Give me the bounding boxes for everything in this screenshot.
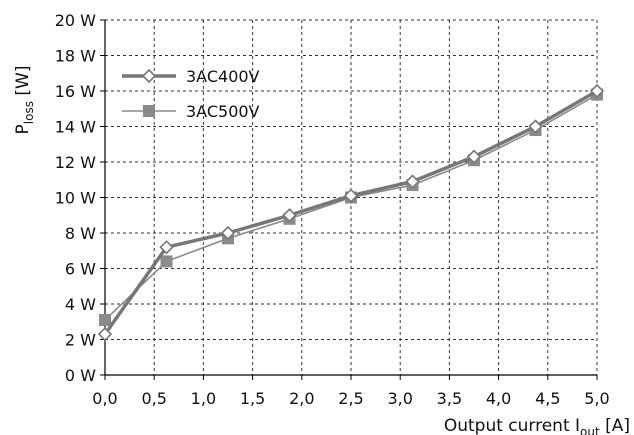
y-tick-label: 14 W <box>55 118 96 137</box>
data-point <box>99 313 111 326</box>
series-layer <box>97 83 605 342</box>
data-point <box>220 225 236 241</box>
x-tick-labels: 0,0 0,5 1,0 1,5 2,0 2,5 3,0 3,5 4,0 4,5 5,0 <box>92 389 609 408</box>
legend-label: 3AC500V <box>186 102 260 121</box>
x-tick-label: 0,0 <box>92 389 117 408</box>
data-point <box>282 208 297 223</box>
data-point <box>466 149 482 164</box>
y-tick-label: 10 W <box>55 189 96 208</box>
legend-swatch-marker <box>143 105 155 117</box>
y-tick-label: 8 W <box>65 224 96 243</box>
x-tick-label: 2,5 <box>338 389 363 408</box>
data-point <box>97 327 113 342</box>
y-tick-labels: 0 W 2 W 4 W 6 W 8 W 10 W 12 W 14 W 16 W 18 W 20 W <box>55 11 96 385</box>
x-tick-label: 1,5 <box>240 389 265 408</box>
x-tick-label: 5,0 <box>584 389 609 408</box>
legend-item: 3AC500V <box>122 102 260 121</box>
y-tick-label: 16 W <box>55 82 96 101</box>
x-axis-title: Output current Iout [A] <box>444 416 630 435</box>
legend-item: 3AC400V <box>122 67 260 86</box>
data-point <box>405 174 420 189</box>
legend-label: 3AC400V <box>186 67 260 86</box>
x-tick-label: 0,5 <box>141 389 166 408</box>
series-3AC400V <box>97 83 605 342</box>
x-tick-label: 3,0 <box>387 389 412 408</box>
x-tick-label: 4,5 <box>535 389 560 408</box>
y-tick-label: 18 W <box>55 47 96 66</box>
y-tick-label: 20 W <box>55 11 96 30</box>
data-point <box>160 255 173 268</box>
y-tick-label: 12 W <box>55 153 96 172</box>
y-tick-label: 0 W <box>65 366 96 385</box>
x-tick-label: 1,0 <box>191 389 216 408</box>
data-point <box>159 240 174 255</box>
y-tick-label: 4 W <box>65 295 96 314</box>
y-axis-title: Ploss [W] <box>13 66 36 135</box>
data-point <box>343 188 359 203</box>
legend: 3AC400V 3AC500V <box>122 67 260 121</box>
y-tick-label: 6 W <box>65 260 96 279</box>
x-tick-label: 2,0 <box>289 389 314 408</box>
y-tick-label: 2 W <box>65 331 96 350</box>
data-point <box>589 83 605 99</box>
x-tick-label: 3,5 <box>437 389 462 408</box>
data-point <box>528 119 543 134</box>
legend-swatch-marker <box>141 68 157 84</box>
x-tick-label: 4,0 <box>486 389 511 408</box>
grid-lines <box>105 19 598 375</box>
